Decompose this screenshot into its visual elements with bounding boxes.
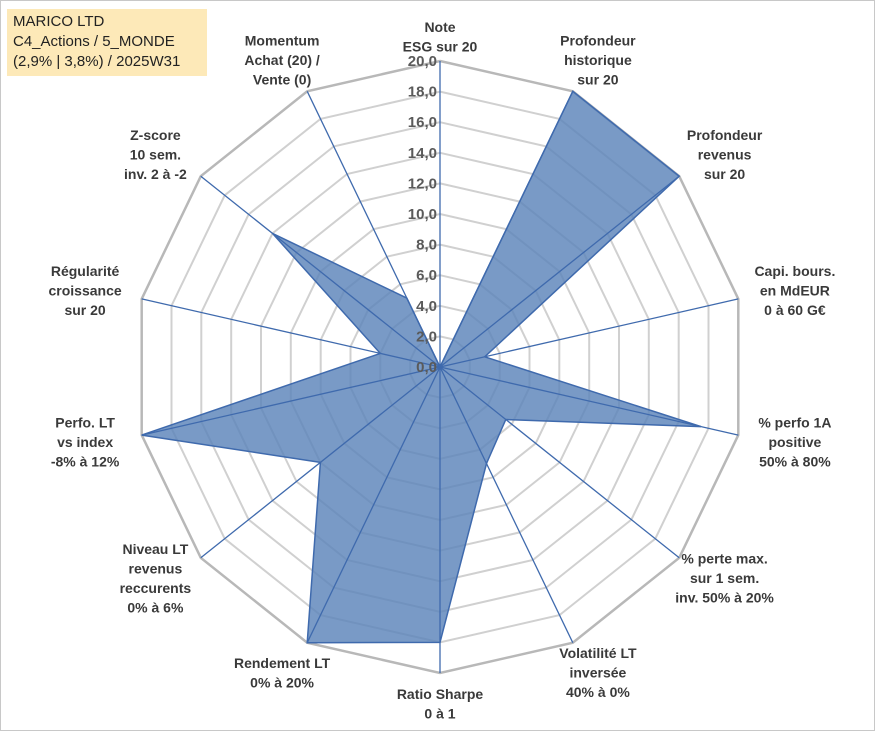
axis-spoke <box>141 298 441 368</box>
tick-label: 10,0 <box>408 206 437 223</box>
axis-label: Perfo. LT vs index -8% à 12% <box>51 414 120 469</box>
tick-label: 0,0 <box>416 359 437 376</box>
axis-label: Niveau LT revenus reccurents 0% à 6% <box>120 541 192 616</box>
chart-title-line1: MARICO LTD <box>13 13 105 30</box>
tick-label: 8,0 <box>416 237 437 254</box>
axis-label: % perfo 1A positive 50% à 80% <box>758 414 831 469</box>
tick-label: 4,0 <box>416 298 437 315</box>
axis-spoke <box>200 366 441 559</box>
chart-title-box: MARICO LTD C4_Actions / 5_MONDE (2,9% | … <box>7 9 207 76</box>
axis-label: Profondeur historique sur 20 <box>560 32 636 87</box>
tick-label: 12,0 <box>408 175 437 192</box>
axis-spoke <box>439 366 574 643</box>
chart-title-line2: C4_Actions / 5_MONDE <box>13 33 175 50</box>
axis-label: Z-score 10 sem. inv. 2 à -2 <box>124 127 187 182</box>
tick-label: 16,0 <box>408 114 437 131</box>
axis-spoke <box>141 366 441 436</box>
radar-tick-labels: 0,0 2,0 4,0 6,0 8,0 10,0 12,0 14,0 16,0 18,0 20,0 <box>408 53 437 376</box>
tick-label: 6,0 <box>416 267 437 284</box>
chart-title-line3: (2,9% | 3,8%) / 2025W31 <box>13 53 181 70</box>
axis-spoke <box>306 91 441 368</box>
axis-spoke <box>306 366 441 643</box>
axis-spoke <box>200 175 441 368</box>
axis-spoke <box>439 366 739 436</box>
axis-spoke <box>439 366 680 559</box>
axis-label: Capi. bours. en MdEUR 0 à 60 G€ <box>754 263 835 318</box>
axis-spoke <box>439 298 739 368</box>
tick-label: 2,0 <box>416 328 437 345</box>
axis-label: % perte max. sur 1 sem. inv. 50% à 20% <box>675 551 774 606</box>
tick-label: 18,0 <box>408 84 437 101</box>
tick-label: 20,0 <box>408 53 437 70</box>
axis-label: Régularité croissance sur 20 <box>49 263 122 318</box>
axis-label: Rendement LT 0% à 20% <box>234 655 331 691</box>
axis-label: Volatilité LT inversée 40% à 0% <box>559 645 637 700</box>
axis-label: Note ESG sur 20 <box>403 19 478 55</box>
radar-axis-labels: Note ESG sur 20 Profondeur historique sur 20… <box>49 19 836 722</box>
axis-label: Profondeur revenus sur 20 <box>687 127 763 182</box>
axis-label: Momentum Achat (20) / Vente (0) <box>244 32 320 87</box>
axis-label: Ratio Sharpe 0 à 1 <box>397 686 484 722</box>
radar-spokes <box>141 61 739 673</box>
axis-spoke <box>439 175 680 368</box>
axis-spoke <box>439 91 574 368</box>
tick-label: 14,0 <box>408 145 437 162</box>
